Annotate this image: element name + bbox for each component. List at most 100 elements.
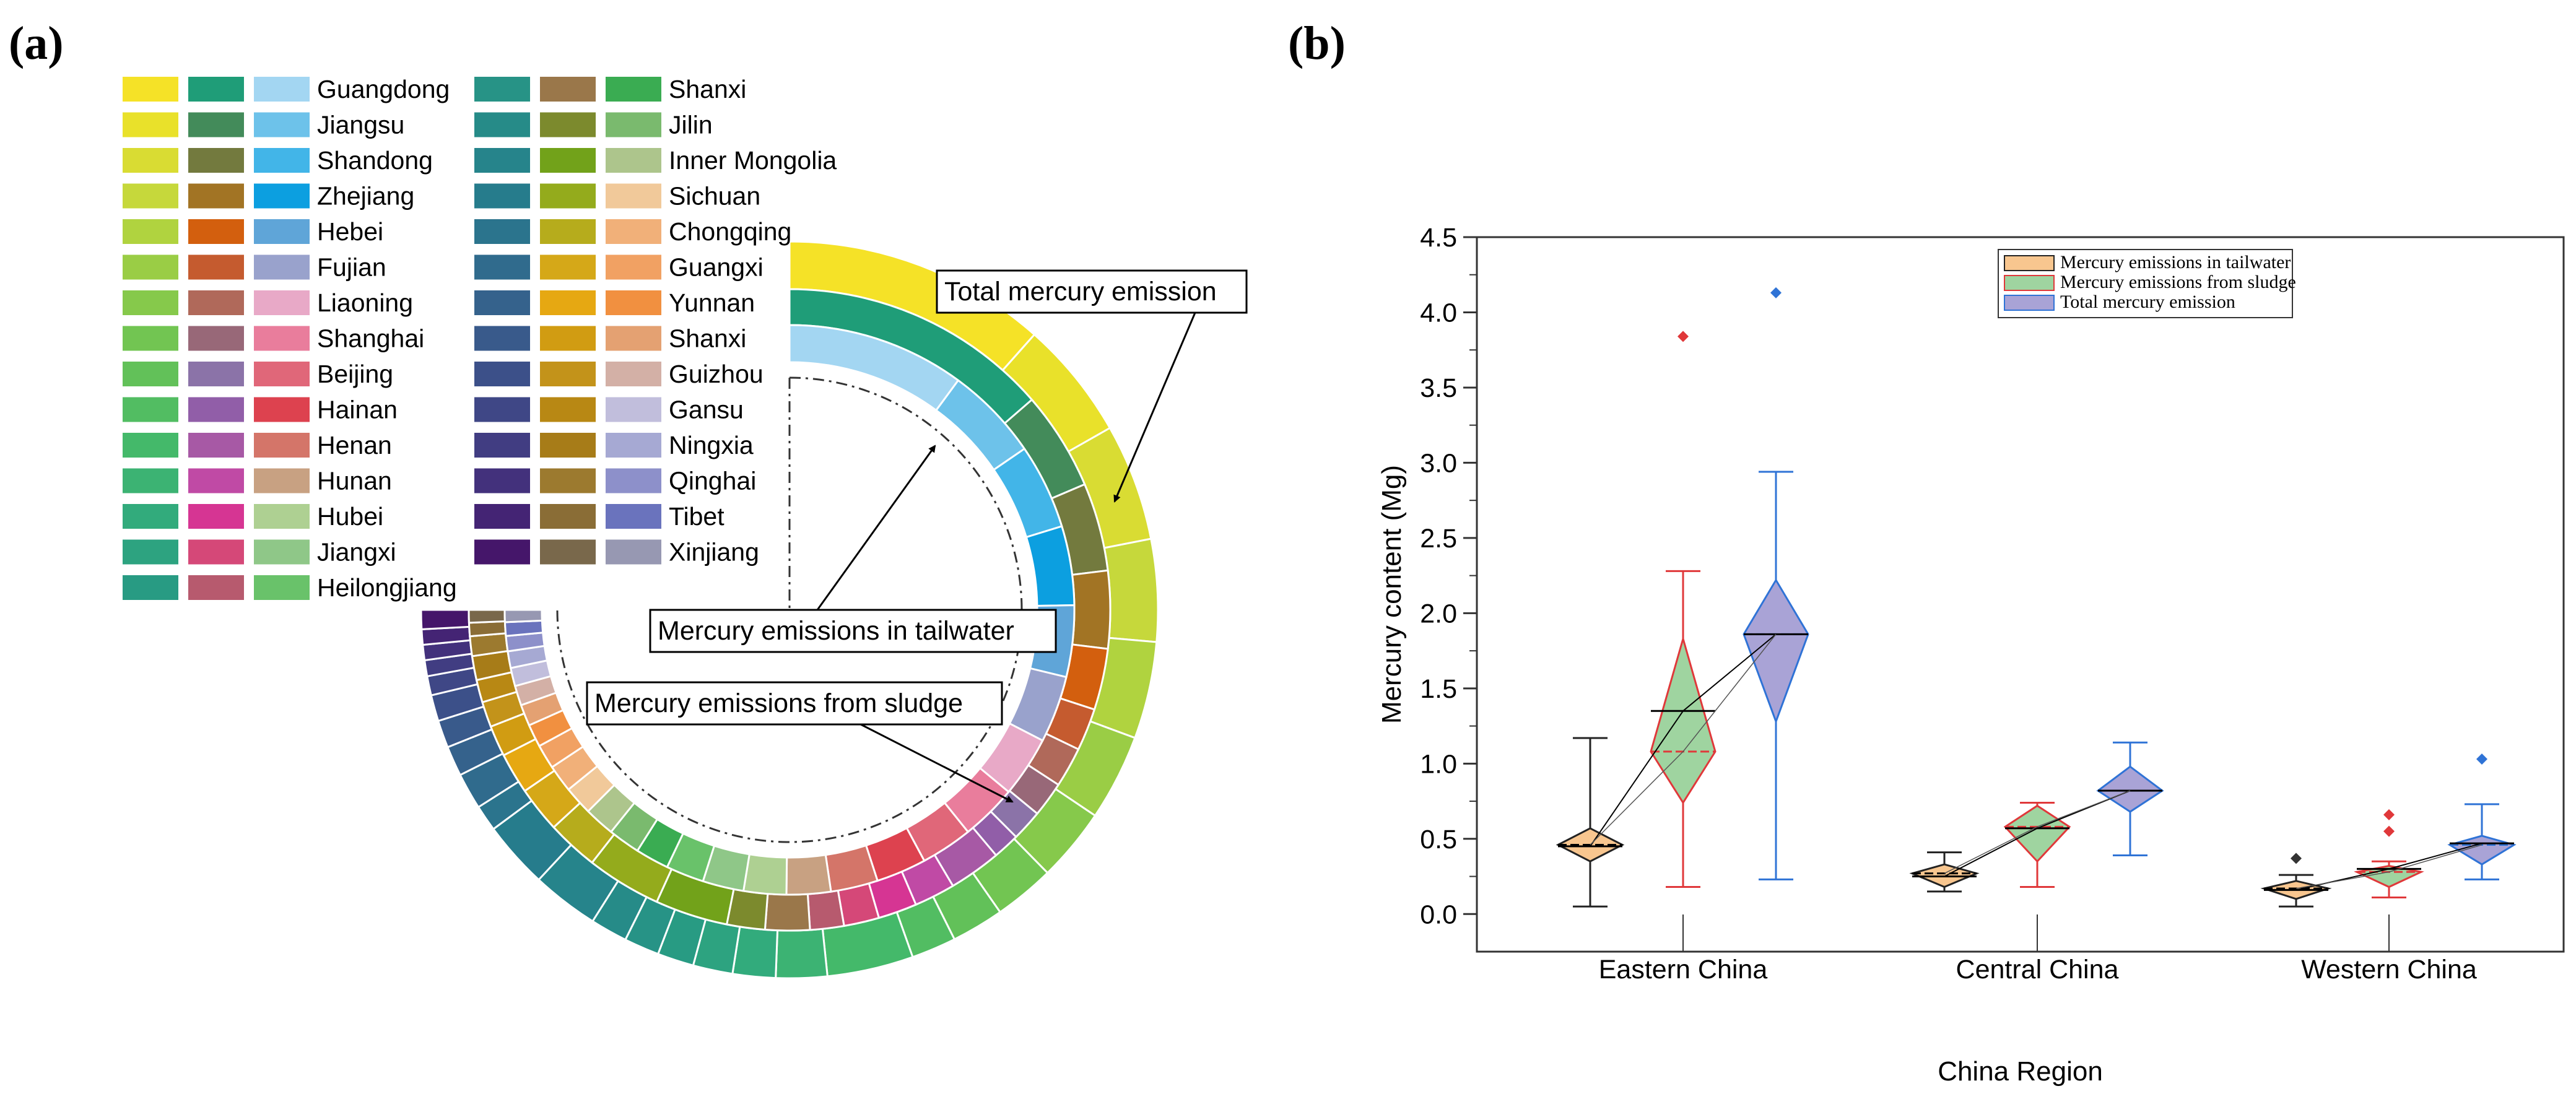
legend-swatch-middle-27	[540, 504, 596, 529]
legend-label-9: Hainan	[317, 396, 398, 424]
province-legend: Guangdong Jiangsu Shandong Zhejiang Hebei Fuj…	[123, 75, 837, 602]
legend-swatch-middle-20	[540, 254, 596, 280]
legend-swatch-outer-25	[474, 433, 530, 458]
mean-connector-0-2	[1682, 633, 1777, 712]
legend-swatch-middle-6	[188, 290, 244, 315]
legend-swatch-middle-14	[188, 575, 244, 600]
callout-total-arrow	[1113, 312, 1196, 503]
legend-swatch-inner-26	[606, 468, 661, 493]
legend-swatch-outer-16	[474, 112, 530, 137]
legend-swatch-middle-26	[540, 468, 596, 493]
legend-swatch-outer-3	[123, 183, 178, 209]
reference-arc	[556, 376, 1023, 843]
legend-swatch-middle-18	[540, 183, 596, 209]
legend-swatch-outer-7	[123, 326, 178, 351]
legend-swatch-inner-14	[254, 575, 310, 600]
y-tick-label-8: 4.0	[1420, 298, 1457, 328]
legend-swatch-inner-13	[254, 539, 310, 565]
legend-swatch-middle-16	[540, 112, 596, 137]
legend-swatch-inner-5	[254, 254, 310, 280]
legend-swatch-outer-2	[123, 148, 178, 173]
legend-swatch-outer-23	[474, 362, 530, 386]
ring-callouts: Total mercury emission Mercury emissions …	[586, 269, 1248, 803]
legend-swatch-inner-12	[254, 504, 310, 529]
legend-swatch-inner-11	[254, 468, 310, 493]
legend-swatch-outer-6	[123, 290, 178, 315]
legend-swatch-middle-24	[540, 397, 596, 422]
legend-swatch-middle-19	[540, 219, 596, 244]
legend-swatch-middle-23	[540, 362, 596, 386]
legend-swatch-middle-15	[540, 77, 596, 102]
legend-label-0: Guangdong	[317, 75, 450, 103]
legend-swatch-inner-27	[606, 504, 661, 529]
outlier-0-2-0	[2291, 853, 2302, 864]
legend-swatch-middle-13	[188, 539, 244, 565]
legend-swatch-inner-21	[606, 290, 661, 315]
legend-swatch-outer-13	[123, 539, 178, 565]
legend-swatch-middle-11	[188, 468, 244, 493]
legend-swatch-middle-5	[188, 254, 244, 280]
legend-swatch-inner-3	[254, 183, 310, 209]
legend-label-4: Hebei	[317, 217, 383, 246]
box-legend-label-0: Mercury emissions in tailwater	[2060, 252, 2291, 272]
median-connector-0-2	[1682, 633, 1777, 752]
plot-frame	[1476, 236, 2565, 953]
legend-swatch-outer-5	[123, 254, 178, 280]
legend-swatch-inner-24	[606, 397, 661, 422]
outer-ring-segment-28	[420, 609, 471, 630]
legend-label-28: Xinjiang	[669, 538, 759, 567]
y-tick-label-4: 2.0	[1420, 599, 1457, 628]
callout-tailwater-box	[649, 609, 1057, 653]
outlier-1-2-1	[2383, 809, 2395, 820]
legend-swatch-outer-8	[123, 362, 178, 386]
legend-swatch-middle-1	[188, 112, 244, 137]
legend-swatch-outer-0	[123, 77, 178, 102]
legend-label-24: Gansu	[669, 396, 744, 424]
legend-swatch-middle-7	[188, 326, 244, 351]
legend-swatch-outer-11	[123, 468, 178, 493]
box-legend-swatch-1	[2004, 275, 2055, 291]
middle-ring-segment-26	[469, 632, 509, 658]
median-connector-0-1	[1590, 751, 1684, 846]
legend-label-1: Jiangsu	[317, 111, 404, 139]
callout-tailwater-text: Mercury emissions in tailwater	[658, 616, 1014, 646]
y-tick-label-6: 3.0	[1420, 448, 1457, 478]
legend-swatch-middle-22	[540, 326, 596, 351]
outer-ring-segment-3	[1103, 537, 1159, 643]
legend-label-6: Liaoning	[317, 289, 413, 317]
x-tick-label-2: Western China	[2301, 955, 2477, 984]
callout-sludge-text: Mercury emissions from sludge	[594, 689, 963, 718]
legend-swatch-middle-8	[188, 362, 244, 386]
legend-swatch-outer-28	[474, 539, 530, 565]
legend-swatch-outer-1	[123, 112, 178, 137]
legend-swatch-outer-24	[474, 397, 530, 422]
median-connector-2-2	[2388, 844, 2482, 872]
legend-label-7: Shanghai	[317, 324, 424, 353]
box-violin-chart: 0.0 0.5 1.0 1.5 2.0 2.5 3.0 3.5 4.0 4.5 Mercury co…	[1377, 223, 2565, 1087]
legend-label-14: Heilongjiang	[317, 573, 457, 602]
legend-swatch-middle-21	[540, 290, 596, 315]
legend-label-10: Henan	[317, 431, 392, 459]
box-legend-swatch-2	[2004, 295, 2055, 311]
legend-swatch-middle-0	[188, 77, 244, 102]
outlier-1-0-0	[1677, 331, 1689, 342]
panel-a-label: (a)	[9, 17, 64, 69]
median-connector-1-2	[2037, 790, 2131, 828]
legend-label-11: Hunan	[317, 467, 392, 495]
legend-swatch-inner-10	[254, 433, 310, 458]
diamond-2-1	[2096, 765, 2164, 813]
legend-swatch-inner-17	[606, 148, 661, 173]
diamond-2-0	[1743, 578, 1809, 724]
legend-swatch-outer-19	[474, 219, 530, 244]
inner-ring-segment-27	[503, 619, 544, 637]
legend-swatch-middle-4	[188, 219, 244, 244]
y-tick-label-2: 1.0	[1420, 749, 1457, 779]
legend-swatch-outer-4	[123, 219, 178, 244]
legend-label-15: Shanxi	[669, 75, 746, 103]
legend-swatch-outer-15	[474, 77, 530, 102]
mean-connector-1-1	[1944, 827, 2038, 877]
legend-swatch-inner-19	[606, 219, 661, 244]
diamond-1-1	[2003, 804, 2071, 863]
legend-swatch-middle-25	[540, 433, 596, 458]
legend-swatch-inner-15	[606, 77, 661, 102]
